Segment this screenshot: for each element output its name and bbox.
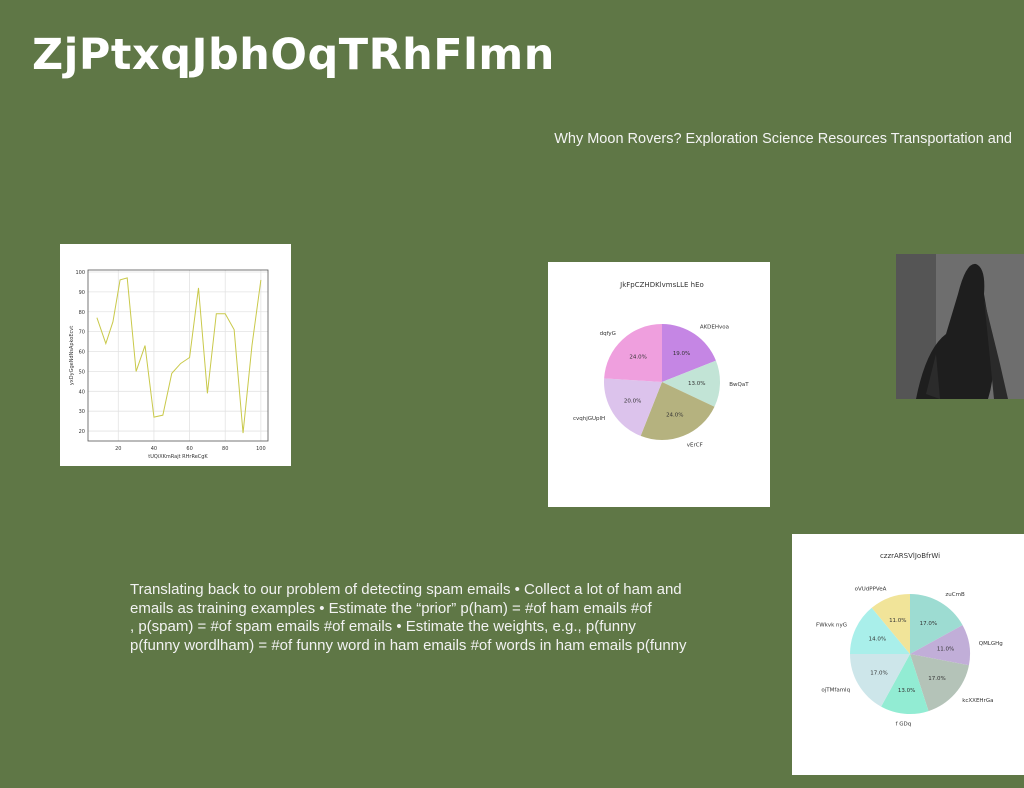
pie-slice-label: kcXXEHrGa [962,698,993,704]
pie-slice-label: cvqhjGUplH [573,416,605,422]
pie-slice-label: vErCF [687,443,703,449]
pie-slice-label: f GDq [896,721,912,727]
slide-title: ZjPtxqJbhOqTRhFlmn [32,30,555,80]
pie-slice-label: ojTMfamlq [821,687,850,693]
figure-silhouette-image [896,254,1024,399]
pie-pct-label: 14.0% [869,637,886,643]
pie-slice-label: oVUdPPVeA [855,587,887,593]
pie-slice [910,625,970,666]
pie-pct-label: 19.0% [673,351,690,357]
body-line: emails as training examples • Estimate t… [130,599,652,617]
pie-slice [850,654,910,707]
line-series [96,277,262,434]
pie-pct-label: 17.0% [870,670,887,676]
plot-frame [87,269,269,442]
body-line: p(funny wordlham) = #of funny word in ha… [130,636,687,654]
y-tick-label: 60 [79,350,85,356]
pie-chart-1-card: JkFpCZHDKlvmsLLE hEo 19.0% AKDEHvoa 13.0% Bw… [548,262,770,507]
x-tick-label: 20 [115,446,121,452]
pie-slice-label: AKDEHvoa [700,324,729,330]
y-tick-label: 100 [75,270,85,276]
pie-pct-label: 13.0% [688,381,705,387]
body-text: Translating back to our problem of detec… [130,581,740,655]
pie-slice [871,594,910,654]
x-tick-label: 60 [186,446,192,452]
y-tick-label: 70 [79,330,85,336]
pie-slice [881,654,929,714]
pie-pct-label: 11.0% [937,646,954,652]
pie-pct-label: 17.0% [928,676,945,682]
pie-pct-label: 17.0% [920,621,937,627]
pie-pct-label: 24.0% [666,412,683,418]
pie-chart-1: JkFpCZHDKlvmsLLE hEo 19.0% AKDEHvoa 13.0% Bw… [573,281,749,449]
line-chart: 20 30 40 50 60 70 80 90 100 20 40 60 80 100 tUQiXKmRaj… [69,269,269,460]
pie-slice-label: FWkvk nyG [816,622,847,628]
pie-title: czzrARSVlJoBfrWi [880,552,940,560]
y-tick-label: 20 [79,429,85,435]
pie-slice-label: QMLGHg [979,641,1003,647]
pie-slice-label: BwQaT [729,382,749,388]
pie-slice [910,654,969,712]
pie-pct-label: 13.0% [898,688,915,694]
pie-title: JkFpCZHDKlvmsLLE hEo [619,281,704,289]
figure-photo [896,254,1024,399]
body-line: , p(spam) = #of spam emails #of emails •… [130,618,636,635]
x-axis-label: tUQiXKmRajt RHrReCgK [148,454,208,460]
pie-chart-2: czzrARSVlJoBfrWi 17.0% zuCmB 11.0% QMLGHg 17.… [816,552,1003,727]
pie-pct-label: 11.0% [889,618,906,624]
pie-slice [662,360,720,407]
line-chart-card: 20 30 40 50 60 70 80 90 100 20 40 60 80 100 tUQiXKmRaj… [60,244,291,466]
pie-slice-label: zuCmB [945,592,965,598]
pie-pct-label: 20.0% [624,399,641,405]
x-tick-label: 100 [256,446,266,452]
x-tick-label: 80 [222,446,228,452]
x-tick-label: 40 [151,446,157,452]
pie-slice-label: dqfyG [600,331,616,337]
pie-slice [662,324,716,382]
pie-slice [910,594,963,654]
pie-pct-label: 24.0% [629,355,646,361]
body-line: Translating back to our problem of detec… [130,581,682,598]
y-tick-label: 50 [79,369,85,375]
pie-slice [604,378,662,436]
pie-chart-2-card: czzrARSVlJoBfrWi 17.0% zuCmB 11.0% QMLGHg 17.… [792,534,1024,775]
y-axis-label: yxDyGgeNdNsApkoEcvt [69,326,75,385]
slide-subtitle: Why Moon Rovers? Exploration Science Res… [554,131,1012,147]
y-tick-label: 80 [79,310,85,316]
pie-slice [850,607,910,654]
y-tick-label: 90 [79,290,85,296]
pie-slice [604,324,662,382]
pie-slice [640,382,715,440]
y-tick-label: 30 [79,409,85,415]
y-tick-label: 40 [79,389,85,395]
